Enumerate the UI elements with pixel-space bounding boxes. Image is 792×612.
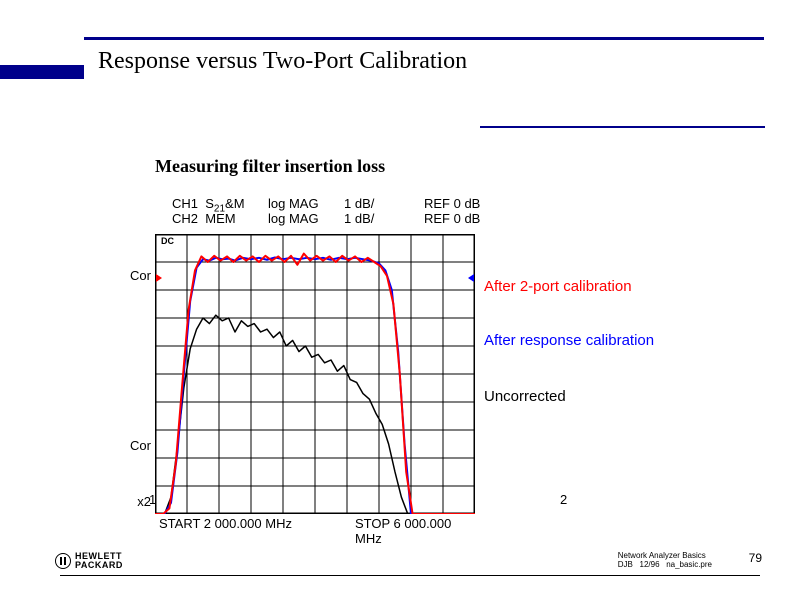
- footer-credit: Network Analyzer Basics DJB 12/96 na_bas…: [618, 552, 712, 570]
- annot-2port: After 2-port calibration: [484, 278, 632, 295]
- title-blue-bar: [0, 65, 84, 79]
- cor-label-2: Cor: [130, 438, 151, 453]
- slide-number: 79: [749, 551, 762, 565]
- stop-freq: STOP 6 000.000 MHz: [355, 516, 475, 546]
- ch2-param: MEM: [205, 211, 235, 226]
- subtitle: Measuring filter insertion loss: [155, 156, 385, 177]
- ch1-param-prefix: S: [205, 196, 214, 211]
- scale1: 1 dB/: [344, 196, 374, 211]
- page-title: Response versus Two-Port Calibration: [98, 48, 467, 75]
- trace-header-ch2: CH2 MEM: [172, 211, 236, 226]
- trailing-2: 2: [560, 492, 567, 507]
- top-rule-2: [480, 126, 765, 128]
- hp-logo-text: HEWLETT PACKARD: [75, 552, 123, 570]
- hp-logo-icon: [55, 553, 71, 569]
- annot-response: After response calibration: [484, 332, 654, 349]
- start-freq: START 2 000.000 MHz: [159, 516, 292, 531]
- cor-label-1: Cor: [130, 268, 151, 283]
- annot-uncorrected: Uncorrected: [484, 388, 566, 405]
- format1: log MAG: [268, 196, 319, 211]
- hp-logo: HEWLETT PACKARD: [55, 552, 123, 570]
- format2: log MAG: [268, 211, 319, 226]
- ch2-label: CH2: [172, 211, 198, 226]
- plot-svg: [155, 234, 475, 514]
- dc-marker: DC: [161, 236, 174, 246]
- ch1-param-suffix: &M: [225, 196, 245, 211]
- top-rule-1: [84, 37, 764, 40]
- scale2: 1 dB/: [344, 211, 374, 226]
- ref1: REF 0 dB: [424, 196, 480, 211]
- filter-response-plot: Cor Cor x2 1 START 2 000.000 MHz STOP 6 …: [155, 234, 475, 514]
- footer-rule: [60, 575, 760, 576]
- ref2: REF 0 dB: [424, 211, 480, 226]
- ch1-label: CH1: [172, 196, 198, 211]
- marker-one-label: 1: [149, 492, 156, 507]
